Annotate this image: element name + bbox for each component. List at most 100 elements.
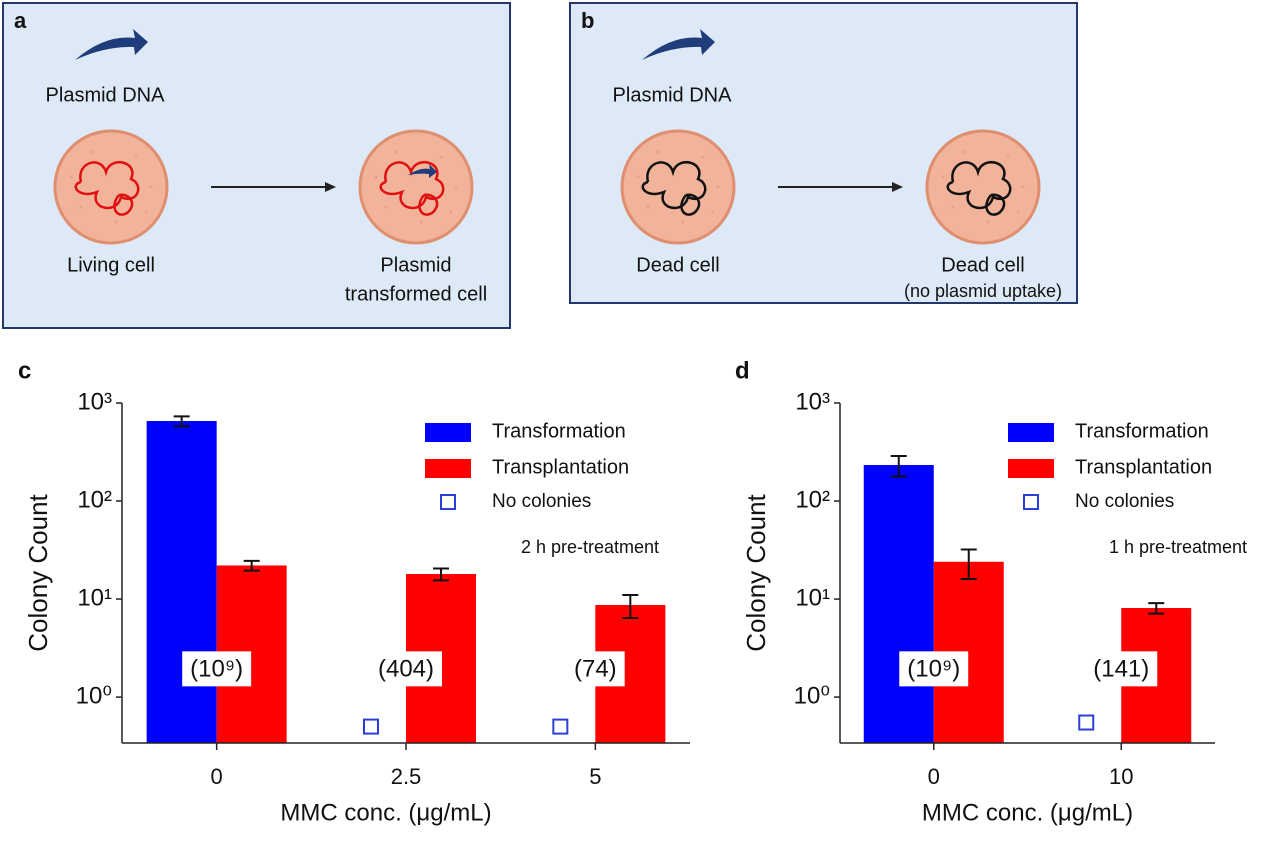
plasmid-arrow (75, 29, 148, 60)
cell-dot (149, 185, 153, 189)
error-bar (433, 567, 449, 582)
y-tick-label: 10⁰ (794, 682, 830, 709)
chromosome (379, 161, 445, 216)
count-annotation: (141) (1093, 655, 1149, 682)
x-tick-label: 5 (589, 764, 601, 789)
cell-dot (69, 175, 73, 179)
left-label: Living cell (67, 254, 155, 276)
x-axis-label: MMC conc. (μg/mL) (280, 799, 491, 826)
chromosome (74, 161, 140, 216)
error-bar (1148, 602, 1165, 615)
y-tick-label: 10⁰ (76, 682, 112, 709)
cell-dot (701, 155, 705, 159)
count-annotation: (10⁹) (907, 655, 960, 682)
legend-label: Transformation (1075, 420, 1209, 442)
chromosome (641, 161, 707, 216)
panel-label: c (18, 357, 31, 384)
error-bar (960, 548, 977, 581)
y-tick-label: 10¹ (77, 584, 112, 611)
error-bar (890, 454, 907, 478)
cell (358, 129, 474, 245)
legend-marker (440, 494, 456, 510)
legend-label: Transplantation (492, 456, 629, 478)
cell-dot (144, 210, 148, 214)
y-tick-label: 10¹ (795, 584, 830, 611)
annotation-box (182, 651, 252, 687)
panel-label: a (14, 8, 27, 33)
legend-swatch (1008, 459, 1054, 478)
cell-dot (961, 150, 965, 154)
cell-dot (1016, 210, 1020, 214)
cell-dot (454, 185, 458, 189)
cell (925, 129, 1041, 245)
legend-swatch (1008, 423, 1054, 442)
legend-label: No colonies (1075, 491, 1174, 512)
cell-dot (394, 150, 398, 154)
bar (863, 465, 934, 743)
no-colony-marker (363, 718, 379, 735)
cell-dot (656, 150, 660, 154)
legend-swatch (425, 423, 471, 442)
x-tick-label: 0 (211, 764, 223, 789)
y-tick-label: 10² (795, 486, 830, 513)
source-label: Plasmid DNA (46, 84, 166, 106)
cell-body (620, 129, 736, 245)
cell-dot (79, 205, 83, 209)
y-tick-label: 10² (77, 486, 112, 513)
x-tick-label: 2.5 (391, 764, 422, 789)
cell-dot (384, 205, 388, 209)
x-tick-label: 10 (1109, 764, 1133, 789)
error-bar (173, 415, 190, 428)
annotation-box (899, 651, 969, 687)
legend-swatch (425, 459, 471, 478)
count-annotation: (74) (574, 655, 617, 682)
cell-dot (114, 220, 118, 224)
count-annotation: (10⁹) (190, 655, 243, 682)
y-axis-label: Colony Count (741, 493, 771, 651)
cell (620, 129, 736, 245)
right-label: transformed cell (345, 283, 487, 305)
bar (146, 421, 217, 743)
legend-label: No colonies (492, 491, 591, 512)
cell-dot (89, 150, 93, 154)
annotation-box (369, 651, 443, 687)
cell-dot (419, 220, 423, 224)
cell-dot (449, 210, 453, 214)
cell-dot (711, 210, 715, 214)
cell-dot (716, 185, 720, 189)
note: 2 h pre-treatment (521, 537, 659, 557)
legend-label: Transplantation (1075, 456, 1212, 478)
cell-dot (636, 175, 640, 179)
right-label: (no plasmid uptake) (904, 281, 1062, 301)
right-label: Dead cell (941, 254, 1024, 276)
plasmid-arrow (642, 29, 715, 60)
y-axis-label: Colony Count (23, 493, 53, 651)
note: 1 h pre-treatment (1109, 537, 1247, 557)
error-bar (622, 593, 639, 620)
chromosome (946, 161, 1012, 216)
cell-dot (1006, 155, 1010, 159)
no-colony-marker (1078, 714, 1095, 731)
cell-dot (986, 220, 990, 224)
legend-marker (1023, 494, 1039, 510)
error-bar (243, 559, 260, 572)
right-label: Plasmid (380, 254, 451, 276)
cell-body (358, 129, 474, 245)
cell-dot (951, 205, 955, 209)
cell-dot (681, 220, 685, 224)
cell-body (53, 129, 169, 245)
x-axis-label: MMC conc. (μg/mL) (922, 799, 1133, 826)
y-tick-label: 10³ (77, 388, 112, 415)
panel-label: b (581, 8, 594, 33)
no-colony-marker (552, 718, 569, 735)
arrow-head (325, 182, 336, 192)
cell-dot (941, 175, 945, 179)
x-tick-label: 0 (928, 764, 940, 789)
arrow-head (892, 182, 903, 192)
cell-dot (134, 155, 138, 159)
cell-dot (374, 175, 378, 179)
y-tick-label: 10³ (795, 388, 830, 415)
count-annotation: (404) (378, 655, 434, 682)
plasmid (408, 164, 437, 178)
